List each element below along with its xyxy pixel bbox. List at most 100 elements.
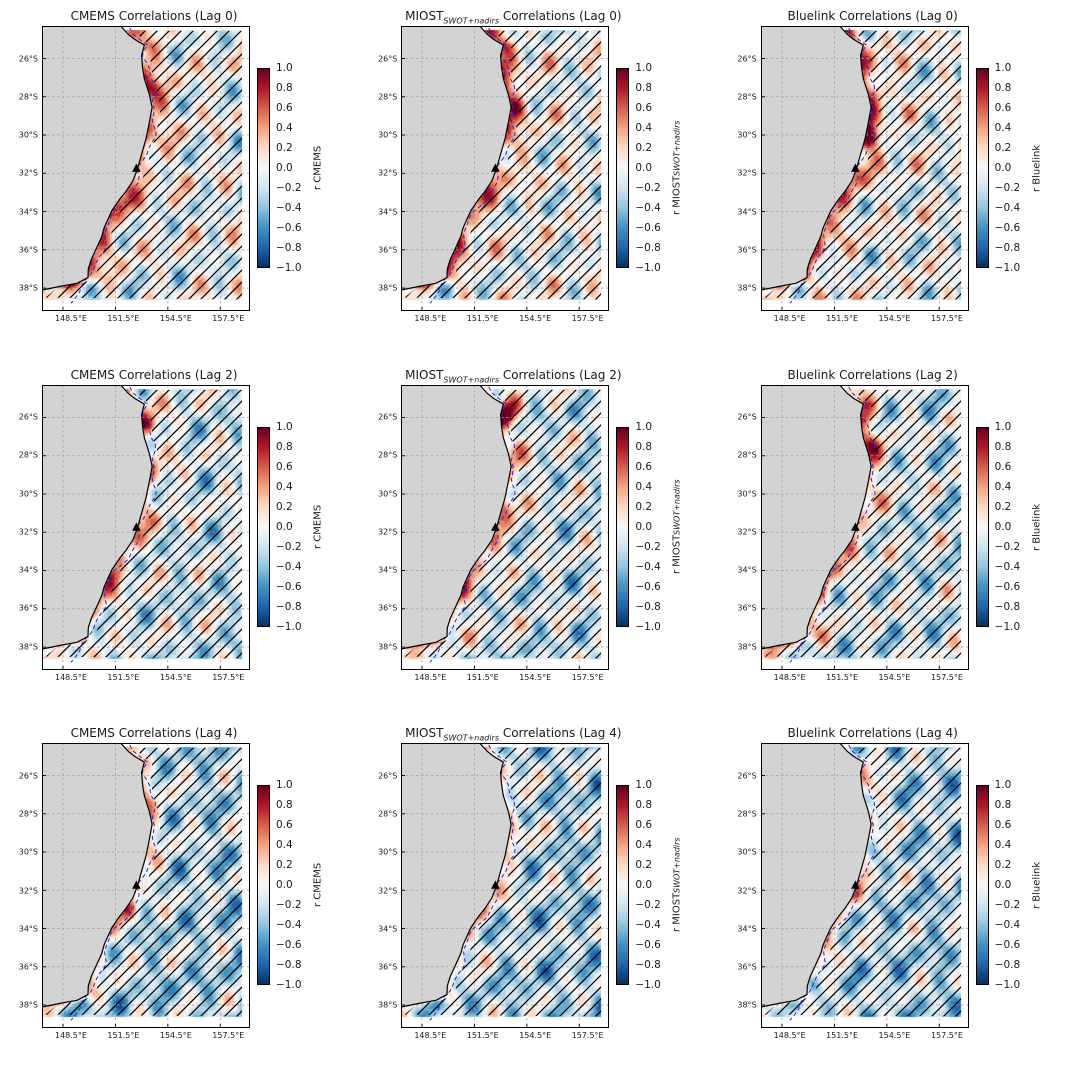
colorbar-tick-label: −0.4 [276,919,302,932]
x-tick-label: 154.5°E [159,672,192,682]
colorbar-tick-label: −0.8 [994,959,1021,972]
colorbar-tick-label: −0.2 [276,540,302,553]
x-tick-label: 151.5°E [826,672,859,682]
colorbar-tick-label: −0.6 [276,939,302,952]
colorbar-tick-label: −0.4 [635,919,661,932]
y-axis-tick-labels: 26°S 28°S 30°S 32°S 34°S 36°S 38°S [727,26,761,311]
colorbar-tick-label: 0.2 [276,500,293,513]
map-overlay-svg [401,26,610,311]
y-tick-label: 38°S [737,283,757,293]
colorbar-tick-label: 0.4 [635,122,653,134]
colorbar-tick-label: −0.8 [276,600,302,613]
y-tick-label: 36°S [378,603,398,613]
colorbar-tick-label: −1.0 [635,620,661,633]
colorbar-gradient [257,426,270,627]
title-text: MIOST [405,367,444,382]
y-tick-label: 28°S [18,92,38,102]
station-triangle-marker [491,163,501,172]
panel-cmems-lag-0: CMEMS Correlations (Lag 0) 26°S 28°S 30°S 3… [0,0,359,359]
panel-cmems-lag-4: CMEMS Correlations (Lag 4) 26°S 28°S 30°S 3… [0,717,359,1076]
y-tick-label: 28°S [378,450,398,460]
y-tick-label: 38°S [737,1000,757,1010]
colorbar-tick-label: −0.8 [635,242,661,254]
y-tick-label: 28°S [378,809,398,819]
colorbar-tick-label: 0.4 [994,480,1012,493]
station-triangle-marker [132,522,141,531]
panel-bluelink-lag-4: Bluelink Correlations (Lag 4) 26°S 28°S 30… [719,717,1078,1076]
x-tick-label: 148.5°E [414,1031,447,1041]
colorbar-tick-label: 0.0 [635,162,653,174]
colorbar-tick-label: 0.2 [994,142,1012,154]
map-overlay-svg [401,743,610,1029]
y-tick-label: 32°S [378,527,398,537]
land-mask [401,384,512,649]
colorbar-tick-label: −1.0 [276,979,302,992]
colorbar-tick-label: −0.2 [276,182,302,194]
x-tick-label: 157.5°E [212,314,245,323]
colorbar-label-text: r CMEMS [312,504,324,549]
y-axis-tick-labels: 26°S 28°S 30°S 32°S 34°S 36°S 38°S [8,385,42,670]
map-plot [401,743,610,1029]
x-tick-label: 154.5°E [519,1031,552,1041]
axes-frame [42,26,250,311]
x-tick-label: 151.5°E [466,672,499,682]
colorbar-tick-label: −0.8 [276,959,302,972]
x-tick-label: 157.5°E [571,314,604,323]
y-tick-label: 36°S [737,962,757,972]
x-tick-label: 151.5°E [107,672,140,682]
panel-title: Bluelink Correlations (Lag 0) [727,6,1019,26]
panel-title: CMEMS Correlations (Lag 2) [8,365,300,385]
land-mask [401,743,512,1008]
map-overlay-svg [42,384,250,670]
y-tick-label: 28°S [18,809,38,819]
colorbar-label-text: r MIOST [671,176,683,216]
y-tick-label: 38°S [737,642,757,652]
colorbar-tick-label: −0.4 [635,560,661,573]
map-plot [42,743,250,1029]
title-text: MIOST [405,726,444,741]
colorbar: 1.0 0.8 0.6 0.4 0.2 0.0 −0.2 −0.4 −0.6 −0.8 −1.0 r … [616,743,696,1028]
map-plot [401,26,610,311]
colorbar-tick-label: −1.0 [635,262,661,274]
title-text: Bluelink [787,726,836,741]
map-overlay-svg [42,26,250,311]
colorbar-tick-label: −0.2 [635,540,661,553]
panel-title: MIOSTSWOT+nadirs Correlations (Lag 4) [367,723,659,743]
coastline [401,743,513,1008]
axes-frame [42,743,250,1029]
x-axis-tick-labels: 148.5°E 151.5°E 154.5°E 157.5°E [409,670,617,684]
x-tick-label: 154.5°E [519,672,552,682]
x-tick-label: 148.5°E [54,314,87,323]
map-plot [401,384,610,670]
station-triangle-marker [132,880,141,890]
y-tick-label: 26°S [378,771,398,781]
title-suffix: Correlations (Lag 0) [499,9,622,23]
station-triangle-marker [491,880,501,890]
station-triangle-marker [132,163,141,172]
x-axis-tick-labels: 148.5°E 151.5°E 154.5°E 157.5°E [769,670,977,684]
colorbar-tick-label: 0.0 [276,162,293,174]
y-tick-label: 30°S [737,130,757,140]
y-tick-label: 26°S [378,54,398,64]
y-tick-label: 34°S [18,565,38,575]
colorbar-tick-label: −1.0 [994,979,1021,992]
colorbar-tick-label: −0.6 [635,939,661,952]
x-tick-label: 151.5°E [107,314,140,323]
x-axis-tick-labels: 148.5°E 151.5°E 154.5°E 157.5°E [769,1028,977,1042]
axes-frame [760,384,969,670]
y-tick-label: 36°S [737,245,757,255]
colorbar: 1.0 0.8 0.6 0.4 0.2 0.0 −0.2 −0.4 −0.6 −0.8 −1.0 r … [616,26,696,311]
axes-frame [401,384,610,670]
y-tick-label: 30°S [378,130,398,140]
colorbar-tick-label: 0.4 [276,122,293,134]
y-tick-label: 30°S [18,847,38,857]
land-mask [401,26,512,290]
colorbar-tick-label: −0.6 [635,580,661,593]
map-overlay-svg [760,26,969,311]
colorbar-tick-label: −0.6 [994,939,1021,952]
colorbar: 1.0 0.8 0.6 0.4 0.2 0.0 −0.2 −0.4 −0.6 −0.8 −1.0 r … [257,26,337,311]
station-triangle-marker [850,522,860,531]
y-tick-label: 34°S [737,207,757,217]
plot-row: 26°S 28°S 30°S 32°S 34°S 36°S 38°S 1.0 0.8 0.6 0.… [727,26,1078,311]
